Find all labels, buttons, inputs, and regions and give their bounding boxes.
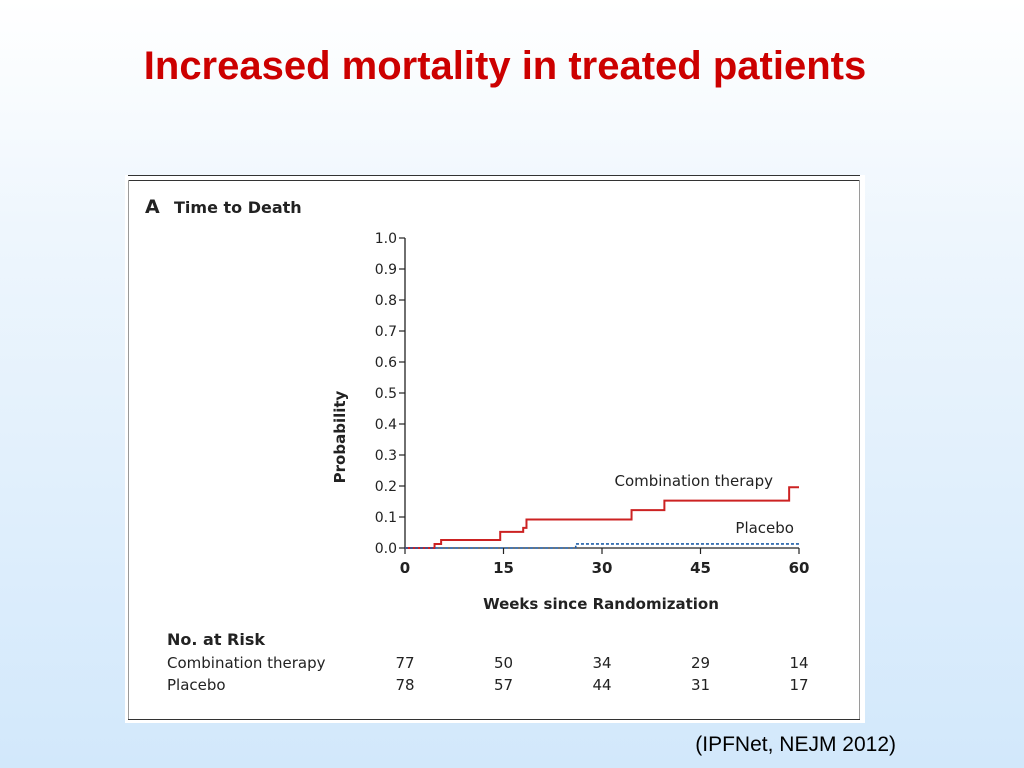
x-axis-label: Weeks since Randomization (483, 595, 719, 613)
x-tick-label: 15 (493, 559, 514, 577)
figure-panel: A Time to Death Probability Weeks since … (125, 175, 865, 723)
panel-rule-bottom (128, 719, 860, 720)
y-tick-label: 0.1 (375, 510, 397, 526)
risk-table-cell: 17 (789, 676, 808, 694)
y-tick-label: 0.8 (375, 293, 397, 309)
risk-table-cell: 14 (789, 654, 808, 672)
risk-row-label: Placebo (167, 676, 226, 694)
panel-rule-top (128, 175, 860, 176)
kaplan-meier-chart: A Time to Death Probability Weeks since … (145, 196, 810, 694)
series-line-combination (405, 486, 799, 549)
risk-table-cell: 50 (494, 654, 513, 672)
panel-frame (128, 180, 860, 719)
risk-table-cell: 78 (395, 676, 414, 694)
panel-rule-top-inner (128, 180, 860, 181)
slide-title: Increased mortality in treated patients (143, 44, 867, 88)
risk-table-heading: No. at Risk (167, 630, 265, 649)
y-tick-label: 1.0 (375, 231, 397, 247)
x-tick-label: 45 (690, 559, 711, 577)
risk-row-label: Combination therapy (167, 654, 326, 672)
risk-table-cell: 57 (494, 676, 513, 694)
panel-label: A (145, 196, 160, 218)
risk-table-cell: 34 (592, 654, 611, 672)
risk-table-cell: 31 (691, 676, 710, 694)
citation: (IPFNet, NEJM 2012) (695, 733, 896, 756)
risk-table-cell: 44 (592, 676, 611, 694)
series-label-combination: Combination therapy (614, 472, 773, 490)
series-label-placebo: Placebo (735, 519, 794, 537)
risk-table-cell: 29 (691, 654, 710, 672)
y-tick-label: 0.4 (375, 417, 397, 433)
y-tick-label: 0.2 (375, 479, 397, 495)
y-tick-label: 0.7 (375, 324, 397, 340)
x-tick-label: 30 (592, 559, 613, 577)
y-tick-label: 0.5 (375, 386, 397, 402)
series-line-placebo (405, 543, 799, 549)
y-tick-label: 0.6 (375, 355, 397, 371)
y-axis-label: Probability (331, 390, 349, 483)
chart-title: Time to Death (174, 198, 302, 217)
y-tick-label: 0.0 (375, 541, 397, 557)
risk-table-cell: 77 (395, 654, 414, 672)
x-tick-label: 0 (400, 559, 410, 577)
y-tick-label: 0.3 (375, 448, 397, 464)
y-tick-label: 0.9 (375, 262, 397, 278)
x-tick-label: 60 (789, 559, 810, 577)
